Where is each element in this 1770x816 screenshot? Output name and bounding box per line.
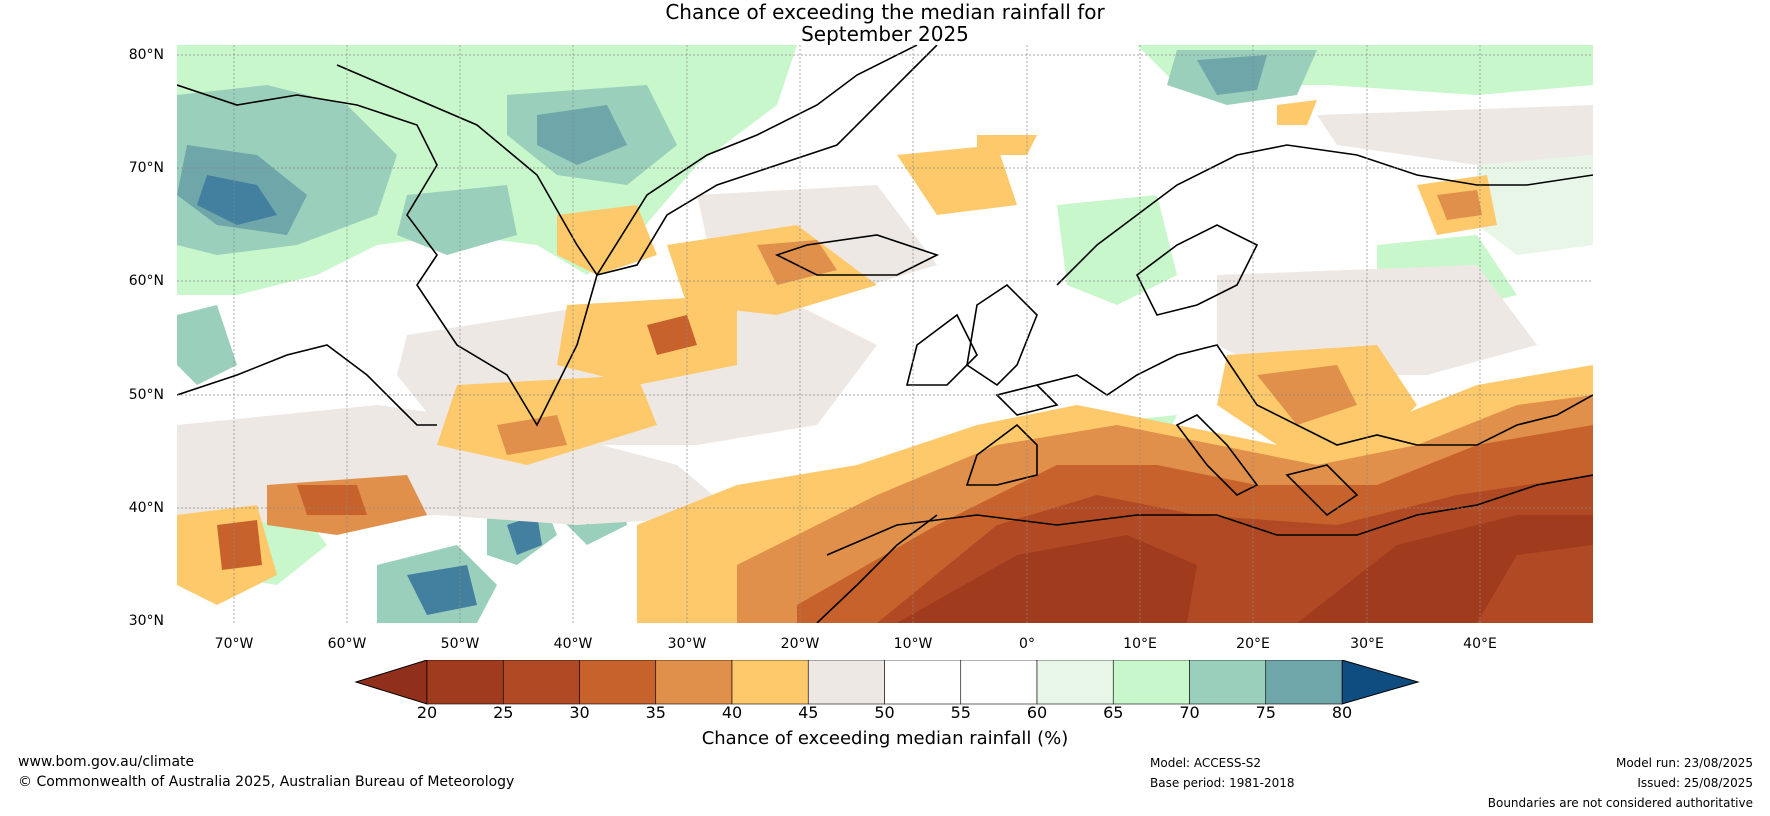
colorbar-tick-label: 30 <box>569 703 590 722</box>
lon-label-10w: 10°W <box>893 636 933 652</box>
lat-label-40n: 40°N <box>128 500 164 516</box>
lat-label-60n: 60°N <box>128 273 164 289</box>
map-title-line2: September 2025 <box>801 22 969 46</box>
lon-label-30e: 30°E <box>1350 636 1384 652</box>
colorbar-tick-label: 70 <box>1179 703 1200 722</box>
lon-label-40e: 40°E <box>1463 636 1497 652</box>
colorbar-cell <box>731 660 809 705</box>
lon-label-10e: 10°E <box>1123 636 1157 652</box>
lon-label-20e: 20°E <box>1236 636 1270 652</box>
lat-label-50n: 50°N <box>128 387 164 403</box>
colorbar <box>354 660 1420 705</box>
colorbar-cell <box>1265 660 1343 705</box>
colorbar-cell <box>1112 660 1190 705</box>
graticule <box>177 45 1593 623</box>
footer-base-period: Base period: 1981-2018 <box>1150 776 1295 790</box>
colorbar-cell <box>960 660 1038 705</box>
colorbar-tick-label: 45 <box>798 703 819 722</box>
footer-model-run: Model run: 23/08/2025 <box>1615 756 1753 770</box>
lon-label-20w: 20°W <box>780 636 820 652</box>
lon-label-70w: 70°W <box>214 636 254 652</box>
colorbar-tick-label: 35 <box>645 703 666 722</box>
colorbar-tick-label: 25 <box>493 703 514 722</box>
footer-model: Model: ACCESS-S2 <box>1150 756 1262 770</box>
footer-issued: Issued: 25/08/2025 <box>1637 776 1753 790</box>
colorbar-tick-label: 80 <box>1331 703 1353 722</box>
colorbar-cell <box>579 660 657 705</box>
lat-label-70n: 70°N <box>128 160 164 176</box>
colorbar-tick-label: 55 <box>950 703 971 722</box>
colorbar-over-triangle <box>1341 660 1420 705</box>
colorbar-title: Chance of exceeding median rainfall (%) <box>701 728 1069 749</box>
coastlines <box>177 45 1593 623</box>
colorbar-cell <box>655 660 733 705</box>
colorbar-tick-label: 60 <box>1026 703 1048 722</box>
colorbar-cell <box>884 660 962 705</box>
footer-copyright: © Commonwealth of Australia 2025, Austra… <box>18 774 515 790</box>
colorbar-tick-label: 20 <box>416 703 438 722</box>
rainfall-map <box>177 45 1593 623</box>
colorbar-cell <box>807 660 885 705</box>
footer-boundaries-note: Boundaries are not considered authoritat… <box>1487 796 1753 810</box>
lon-label-40w: 40°W <box>553 636 593 652</box>
map-svg <box>177 45 1593 623</box>
lon-label-30w: 30°W <box>667 636 707 652</box>
colorbar-under-triangle <box>354 660 428 705</box>
dry-regions <box>177 100 1593 623</box>
footer-url[interactable]: www.bom.gov.au/climate <box>18 754 195 770</box>
lon-label-60w: 60°W <box>327 636 367 652</box>
colorbar-tick-label: 65 <box>1103 703 1124 722</box>
colorbar-cell <box>426 660 504 705</box>
colorbar-cell <box>1189 660 1267 705</box>
lat-label-30n: 30°N <box>128 613 164 629</box>
colorbar-tick-label: 40 <box>721 703 743 722</box>
colorbar-cell <box>1036 660 1114 705</box>
map-title-line1: Chance of exceeding the median rainfall … <box>665 0 1105 24</box>
colorbar-tick-label: 50 <box>874 703 895 722</box>
lat-label-80n: 80°N <box>128 47 164 63</box>
colorbar-tick-label: 75 <box>1255 703 1276 722</box>
lon-label-0: 0° <box>1019 636 1035 652</box>
colorbar-cell <box>502 660 580 705</box>
lon-label-50w: 50°W <box>440 636 480 652</box>
